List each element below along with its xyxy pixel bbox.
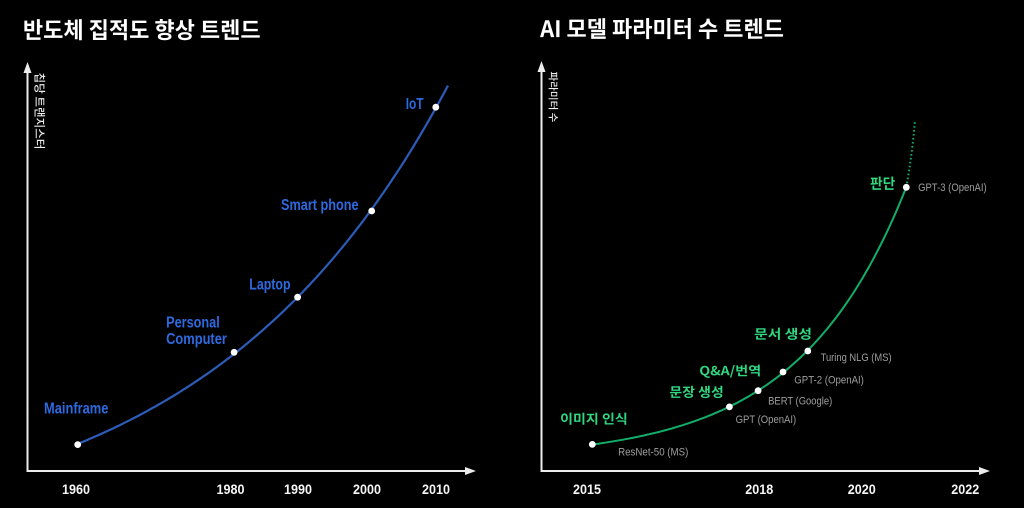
svg-text:2022: 2022 <box>951 481 979 497</box>
svg-text:1990: 1990 <box>284 481 312 497</box>
svg-text:GPT (OpenAI): GPT (OpenAI) <box>736 414 797 426</box>
svg-text:2000: 2000 <box>353 481 381 497</box>
svg-text:2010: 2010 <box>422 481 450 497</box>
svg-text:1980: 1980 <box>217 481 245 497</box>
svg-text:Mainframe: Mainframe <box>44 401 109 418</box>
svg-text:GPT-2 (OpenAI): GPT-2 (OpenAI) <box>794 375 864 387</box>
svg-text:GPT-3 (OpenAI): GPT-3 (OpenAI) <box>918 182 987 194</box>
svg-text:Turing NLG (MS): Turing NLG (MS) <box>821 352 892 364</box>
svg-text:BERT (Google): BERT (Google) <box>768 395 832 407</box>
svg-text:Laptop: Laptop <box>249 276 290 293</box>
svg-text:2018: 2018 <box>745 481 773 497</box>
svg-text:Smart phone: Smart phone <box>281 197 359 214</box>
svg-text:2020: 2020 <box>848 481 876 497</box>
svg-text:Computer: Computer <box>166 331 227 348</box>
svg-text:2015: 2015 <box>573 481 601 497</box>
svg-text:Personal: Personal <box>166 315 220 332</box>
svg-text:IoT: IoT <box>406 96 424 113</box>
svg-text:1960: 1960 <box>62 481 90 497</box>
svg-text:ResNet-50 (MS): ResNet-50 (MS) <box>618 447 688 459</box>
